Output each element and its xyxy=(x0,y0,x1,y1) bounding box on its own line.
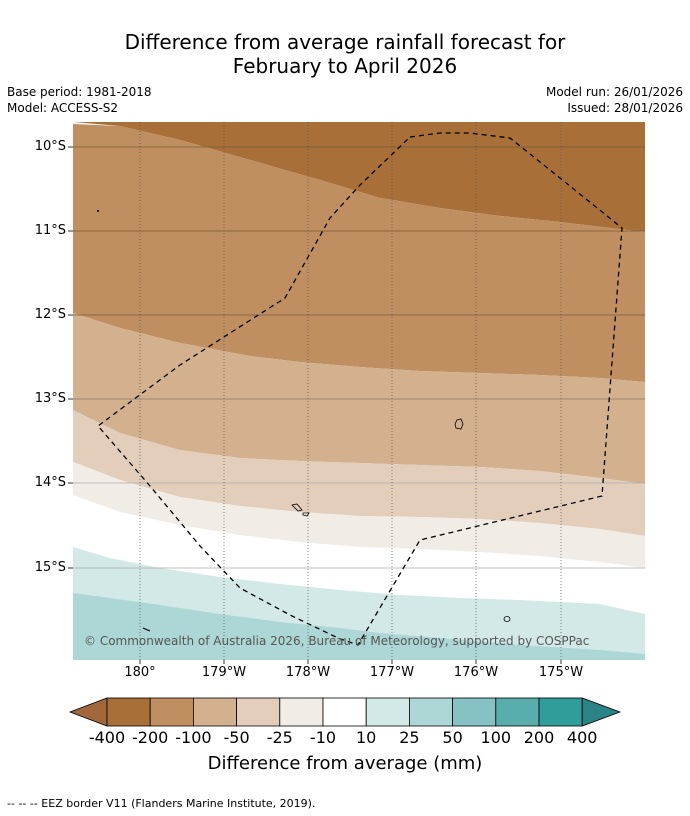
colorbar-tick-label: 50 xyxy=(442,728,463,747)
lon-label-178w: 178°W xyxy=(285,665,331,680)
map-title: Difference from average rainfall forecas… xyxy=(0,30,690,78)
colorbar-swatch xyxy=(452,697,497,727)
colorbar-swatch xyxy=(538,697,583,727)
colorbar-tick-label: 25 xyxy=(399,728,420,747)
colorbar-extend-high xyxy=(581,697,622,727)
colorbar-title: Difference from average (mm) xyxy=(207,753,483,774)
colorbar-swatch xyxy=(192,697,237,727)
footer-note: -- -- -- EEZ border V11 (Flanders Marine… xyxy=(7,797,316,810)
lon-label-180: 180° xyxy=(124,665,156,680)
band-minus-200 xyxy=(73,124,645,382)
colorbar-tick-label: -25 xyxy=(266,728,293,747)
island-futuna xyxy=(291,503,303,512)
colorbar-swatch xyxy=(106,697,151,727)
colorbar-swatch xyxy=(495,697,540,727)
lon-label-176w: 176°W xyxy=(453,665,499,680)
lat-label-14s: 14°S xyxy=(34,475,66,490)
meta-right: Model run: 26/01/2026 Issued: 28/01/2026 xyxy=(546,84,683,116)
colorbar-tick-label: -400 xyxy=(88,728,126,747)
meta-left: Base period: 1981-2018 Model: ACCESS-S2 xyxy=(7,84,152,116)
lat-label-11s: 11°S xyxy=(34,223,66,238)
islands xyxy=(97,210,511,632)
colorbar-extend-low xyxy=(68,697,108,727)
title-line-1: Difference from average rainfall forecas… xyxy=(124,30,566,54)
colorbar-tick-label: 100 xyxy=(480,728,512,747)
colorbar-swatch xyxy=(279,697,324,727)
colorbar-swatch xyxy=(149,697,194,727)
colorbar-tick-label: 400 xyxy=(566,728,598,747)
colorbar-tick-label: 10 xyxy=(356,728,377,747)
rainfall-map: © Commonwealth of Australia 2026, Bureau… xyxy=(73,122,645,660)
graticule xyxy=(73,122,645,660)
colorbar-tick-label: -10 xyxy=(309,728,337,747)
issued-date: Issued: 28/01/2026 xyxy=(567,101,683,115)
title-line-2: February to April 2026 xyxy=(232,54,458,78)
eez-border xyxy=(97,132,623,646)
lat-label-13s: 13°S xyxy=(34,391,66,406)
band-minus-25 xyxy=(73,462,645,568)
colorbar-tick-label: 200 xyxy=(523,728,555,747)
island-small xyxy=(97,210,99,212)
band-minus-400 xyxy=(73,122,645,232)
lon-ticks xyxy=(139,660,562,664)
lon-label-177w: 177°W xyxy=(369,665,415,680)
model-name: Model: ACCESS-S2 xyxy=(7,101,119,115)
lat-label-12s: 12°S xyxy=(34,307,66,322)
band-minus-50 xyxy=(73,410,645,536)
island-southwest xyxy=(142,627,151,632)
copyright-text: © Commonwealth of Australia 2026, Bureau… xyxy=(84,634,589,648)
band-plus-25 xyxy=(73,593,645,660)
colorbar-swatch xyxy=(408,697,453,727)
island-uvea xyxy=(454,418,464,430)
colorbar xyxy=(68,697,622,727)
lat-label-10s: 10°S xyxy=(34,139,66,154)
model-run: Model run: 26/01/2026 xyxy=(545,85,683,99)
base-period: Base period: 1981-2018 xyxy=(7,85,152,99)
band-minus-100 xyxy=(73,313,645,484)
colorbar-tick-label: -200 xyxy=(132,728,169,747)
colorbar-swatch xyxy=(322,697,367,727)
colorbar-tick-label: -50 xyxy=(223,728,250,747)
island-alofi xyxy=(302,512,310,517)
lon-label-179w: 179°W xyxy=(201,665,247,680)
island-south xyxy=(503,616,511,622)
lat-ticks xyxy=(68,146,73,569)
colorbar-tick-label: -100 xyxy=(175,728,212,747)
lat-label-15s: 15°S xyxy=(34,560,66,575)
lon-label-175w: 175°W xyxy=(538,665,584,680)
colorbar-swatch xyxy=(236,697,281,727)
colorbar-swatch xyxy=(365,697,410,727)
